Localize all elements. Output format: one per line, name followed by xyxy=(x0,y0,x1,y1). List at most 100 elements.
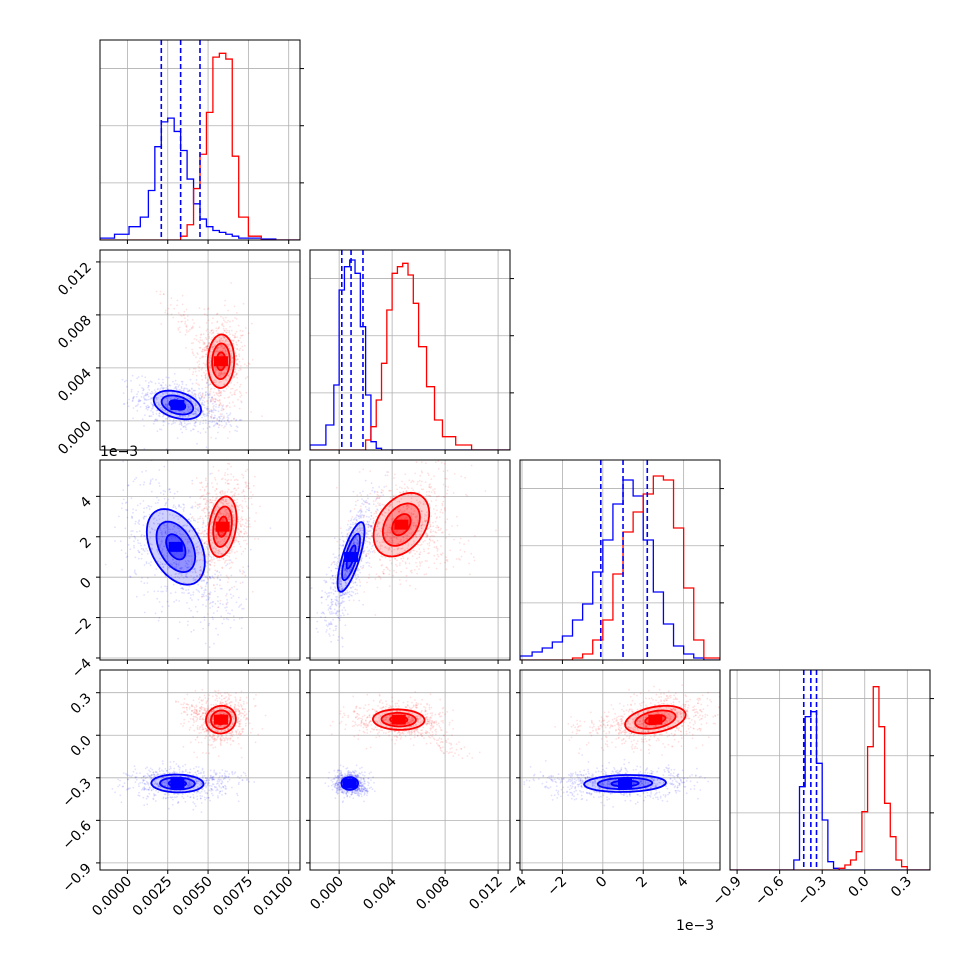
density-peak-blue xyxy=(344,551,359,562)
contour-red-2 xyxy=(372,491,431,558)
histogram-red-3 xyxy=(730,686,930,870)
density-peak-blue xyxy=(170,399,185,410)
y-tick-label: 0.012 xyxy=(55,259,95,299)
contour-red-1 xyxy=(211,342,231,381)
density-peak-red xyxy=(215,521,230,532)
scatter-panel-1-2 xyxy=(310,460,510,660)
histogram-red-0 xyxy=(100,52,300,240)
y-tick-label: −4 xyxy=(69,655,95,681)
density-peak-blue xyxy=(618,778,633,789)
offset-label-x: 1e−3 xyxy=(676,918,714,934)
density-peak-blue xyxy=(342,778,357,789)
x-tick-label: −2 xyxy=(544,874,570,900)
histogram-blue-1 xyxy=(310,259,510,450)
hist-panel-3 xyxy=(730,670,930,870)
density-peak-blue xyxy=(168,541,183,552)
y-tick-label: −0.3 xyxy=(59,775,94,810)
y-tick-label: 0.0 xyxy=(68,733,95,760)
y-tick-label: 4 xyxy=(77,494,95,512)
y-tick-label: 2 xyxy=(77,534,95,552)
contour-red-1 xyxy=(212,505,233,548)
contour-red-2 xyxy=(371,708,426,731)
scatter-panel-0-3 xyxy=(100,670,300,870)
y-tick-label: 0.000 xyxy=(55,418,95,458)
x-tick-label: 2 xyxy=(633,874,651,892)
x-tick-label: 0.004 xyxy=(360,873,400,913)
contour-blue-2 xyxy=(145,508,206,586)
contour-red-1 xyxy=(634,709,677,730)
contour-blue-1 xyxy=(341,532,361,582)
density-peak-red xyxy=(213,714,228,725)
density-peak-red xyxy=(394,519,409,530)
hist-panel-1 xyxy=(310,250,510,450)
x-tick-label: 4 xyxy=(674,873,692,891)
contour-blue-2 xyxy=(340,776,360,791)
y-tick-label: 0.004 xyxy=(55,365,95,405)
contour-red-1 xyxy=(210,709,232,730)
x-tick-label: 0.0 xyxy=(846,874,873,901)
contour-red-2 xyxy=(206,333,236,390)
x-tick-label: −0.6 xyxy=(752,873,787,908)
scatter-frame-1-3 xyxy=(309,669,511,871)
scatter-frame-0-2 xyxy=(99,459,301,661)
x-tick-label: 0.012 xyxy=(466,874,506,914)
x-tick-label: −4 xyxy=(504,873,530,899)
contour-red-0 xyxy=(391,513,412,537)
hist-frame-1 xyxy=(309,249,511,451)
x-tick-label: 0.0000 xyxy=(89,874,135,920)
density-peak-red xyxy=(648,714,663,725)
histogram-blue-2 xyxy=(520,479,720,660)
scatter-frame-0-1 xyxy=(99,249,301,451)
contour-red-1 xyxy=(380,711,417,728)
x-tick-label: 0.0100 xyxy=(251,874,297,920)
contour-blue-2 xyxy=(152,389,203,421)
y-tick-label: 0.008 xyxy=(55,312,95,352)
x-tick-label: 0.000 xyxy=(307,874,347,914)
scatter-panel-2-3 xyxy=(520,670,720,870)
scatter-panel-0-1 xyxy=(100,250,300,450)
hist-panel-0 xyxy=(100,40,300,240)
hist-frame-2 xyxy=(519,459,721,661)
y-tick-label: −0.6 xyxy=(59,818,94,853)
hist-frame-0 xyxy=(99,39,301,241)
density-peak-red xyxy=(213,356,228,367)
contour-blue-2 xyxy=(583,774,667,793)
x-tick-label: 0.008 xyxy=(413,874,453,914)
contour-blue-1 xyxy=(160,394,195,416)
scatter-panel-1-3 xyxy=(310,670,510,870)
x-tick-label: −0.3 xyxy=(795,874,830,909)
y-tick-label: 0 xyxy=(77,575,95,593)
histogram-blue-0 xyxy=(100,117,300,240)
scatter-frame-0-3 xyxy=(99,669,301,871)
density-peak-red xyxy=(391,714,406,725)
histogram-blue-3 xyxy=(730,711,930,870)
y-tick-label: −0.9 xyxy=(59,860,94,895)
hist-panel-2 xyxy=(520,460,720,660)
x-tick-label: 0.0075 xyxy=(210,874,256,920)
contour-blue-0 xyxy=(165,533,187,561)
contour-blue-1 xyxy=(596,776,654,790)
scatter-frame-1-2 xyxy=(309,459,511,661)
contour-red-0 xyxy=(217,515,229,538)
histogram-red-2 xyxy=(520,475,720,660)
contour-red-2 xyxy=(207,495,238,558)
contour-blue-2 xyxy=(150,773,205,794)
hist-frame-3 xyxy=(729,669,931,871)
x-tick-label: 0 xyxy=(593,874,611,892)
x-tick-label: 0.0050 xyxy=(170,874,216,920)
contour-blue-1 xyxy=(159,776,196,791)
x-tick-label: 0.0025 xyxy=(130,874,176,920)
scatter-frame-2-3 xyxy=(519,669,721,871)
contour-blue-1 xyxy=(155,520,197,574)
density-peak-blue xyxy=(170,778,185,789)
y-tick-label: −2 xyxy=(69,615,95,641)
contour-blue-2 xyxy=(336,521,366,593)
contour-red-2 xyxy=(624,704,687,735)
scatter-panel-0-2 xyxy=(100,460,300,660)
contour-red-2 xyxy=(205,704,237,735)
x-tick-label: 0.3 xyxy=(888,874,915,901)
x-tick-label: −0.9 xyxy=(710,874,745,909)
contour-red-1 xyxy=(382,502,421,547)
offset-label-y: 1e−3 xyxy=(100,444,138,460)
